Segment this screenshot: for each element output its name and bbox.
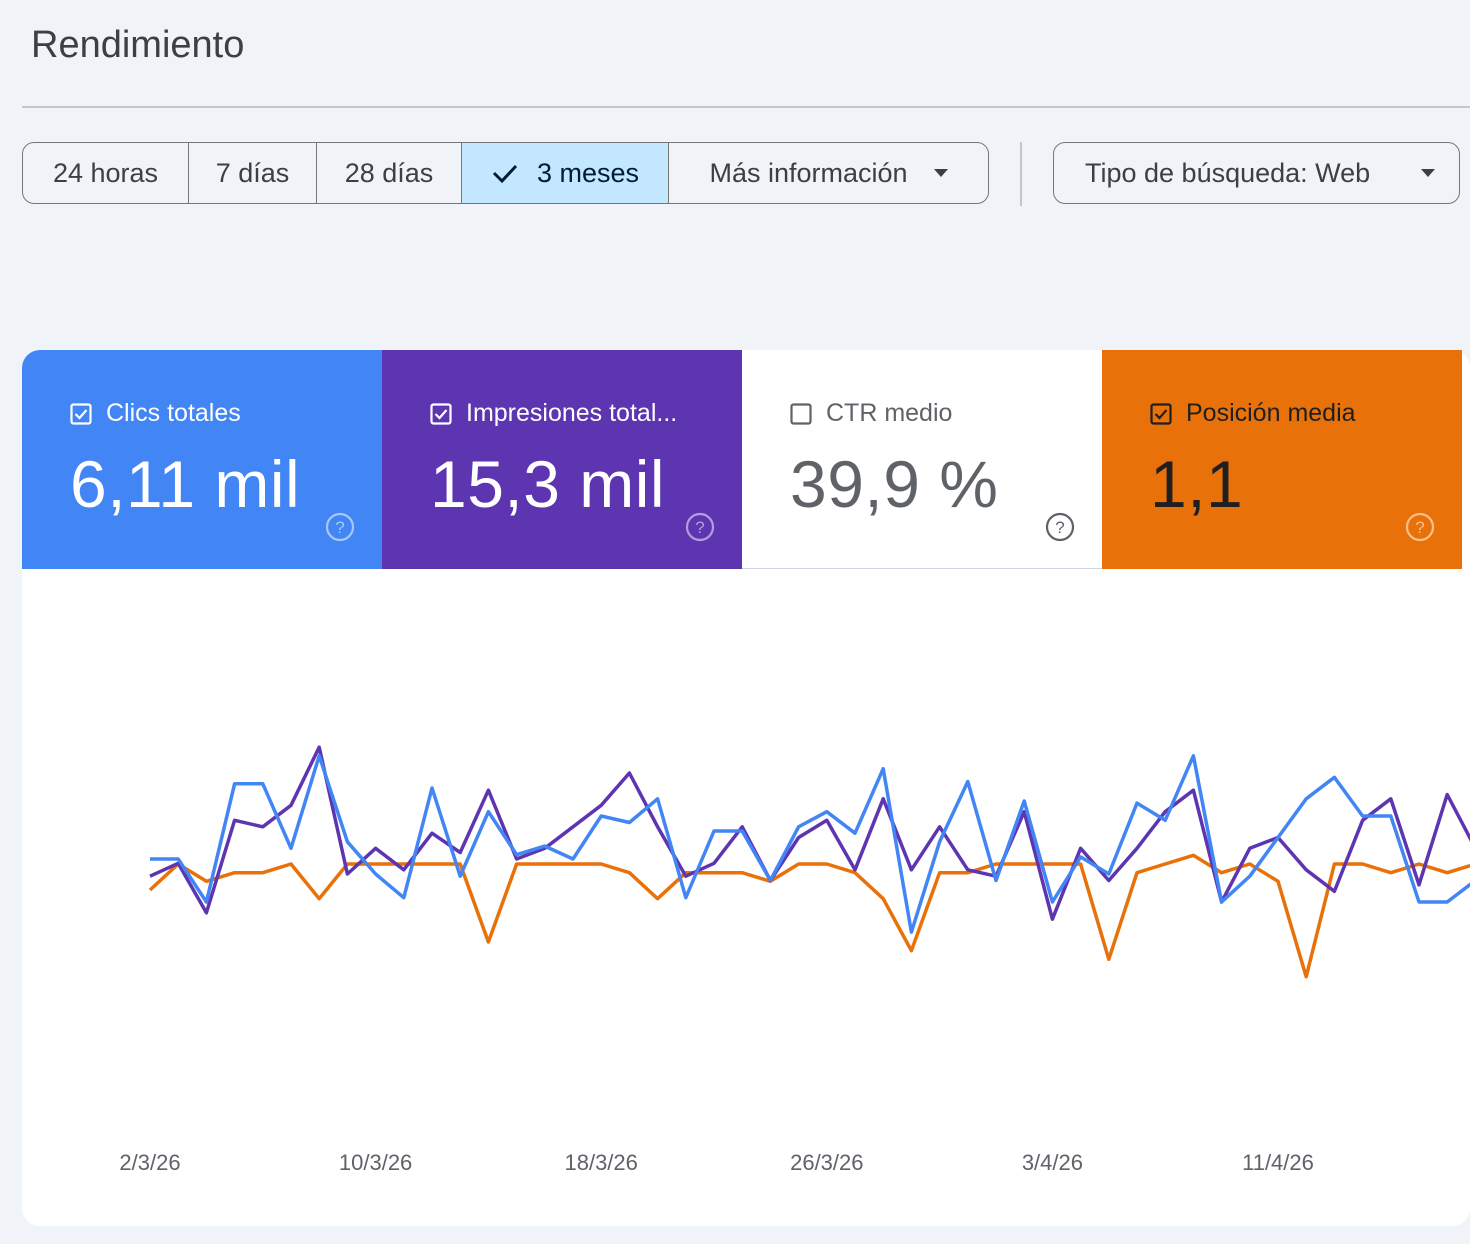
x-tick-label: 26/3/26: [790, 1150, 863, 1175]
metric-cards: Clics totales 6,11 mil ? Impresiones tot…: [22, 350, 1462, 569]
dropdown-arrow-icon: [933, 169, 948, 177]
metric-value: 15,3 mil: [430, 447, 666, 521]
range-28-days-label: 28 días: [344, 157, 434, 188]
range-24-hours-button[interactable]: 24 horas: [23, 143, 189, 203]
metric-card-clicks[interactable]: Clics totales 6,11 mil ?: [22, 350, 382, 569]
range-3-months-button[interactable]: 3 meses: [462, 143, 669, 203]
more-info-dropdown[interactable]: Más información: [669, 143, 988, 203]
header-divider: [22, 106, 1470, 108]
x-tick-label: 2/3/26: [119, 1150, 180, 1175]
help-icon[interactable]: ?: [325, 512, 355, 542]
checkbox-unchecked-icon[interactable]: [790, 402, 812, 425]
x-tick-label: 10/3/26: [339, 1150, 412, 1175]
metric-card-impressions[interactable]: Impresiones total... 15,3 mil ?: [382, 350, 742, 569]
help-icon[interactable]: ?: [685, 512, 715, 542]
metric-card-position[interactable]: Posición media 1,1 ?: [1102, 350, 1462, 569]
date-range-selector: 24 horas 7 días 28 días 3 meses Más info…: [22, 142, 989, 204]
checkbox-checked-icon[interactable]: [1150, 402, 1172, 425]
metric-label: CTR medio: [826, 399, 953, 427]
checkbox-checked-icon[interactable]: [430, 402, 452, 425]
metric-value: 39,9 %: [790, 447, 999, 521]
page-title: Rendimiento: [31, 24, 245, 66]
range-24-hours-label: 24 horas: [52, 157, 159, 188]
toolbar-separator: [1020, 142, 1022, 206]
range-28-days-button[interactable]: 28 días: [317, 143, 462, 203]
svg-text:?: ?: [695, 518, 704, 537]
metric-value: 6,11 mil: [70, 447, 301, 521]
range-7-days-label: 7 días: [215, 157, 290, 188]
search-type-dropdown[interactable]: Tipo de búsqueda: Web: [1053, 142, 1460, 204]
range-3-months-label: 3 meses: [536, 157, 640, 188]
help-icon[interactable]: ?: [1045, 512, 1075, 542]
x-tick-label: 11/4/26: [1242, 1150, 1314, 1175]
svg-text:?: ?: [1415, 518, 1424, 537]
check-icon: [492, 164, 518, 184]
x-tick-label: 18/3/26: [564, 1150, 637, 1175]
svg-text:?: ?: [335, 518, 344, 537]
dropdown-arrow-icon: [1421, 169, 1435, 177]
metric-value: 1,1: [1150, 447, 1244, 521]
metric-label: Impresiones total...: [466, 399, 678, 427]
metric-card-ctr[interactable]: CTR medio 39,9 % ?: [742, 350, 1102, 569]
svg-text:?: ?: [1055, 518, 1064, 537]
metric-label: Posición media: [1186, 399, 1356, 427]
series-line: [149, 745, 1470, 921]
x-tick-label: 3/4/26: [1022, 1150, 1083, 1175]
help-icon[interactable]: ?: [1405, 512, 1435, 542]
search-type-label: Tipo de búsqueda: Web: [1085, 157, 1371, 188]
more-info-label: Más información: [709, 157, 908, 188]
series-line: [150, 754, 1470, 934]
checkbox-checked-icon[interactable]: [70, 402, 92, 425]
range-7-days-button[interactable]: 7 días: [189, 143, 317, 203]
series-line: [148, 853, 1470, 979]
metric-label: Clics totales: [106, 399, 241, 427]
